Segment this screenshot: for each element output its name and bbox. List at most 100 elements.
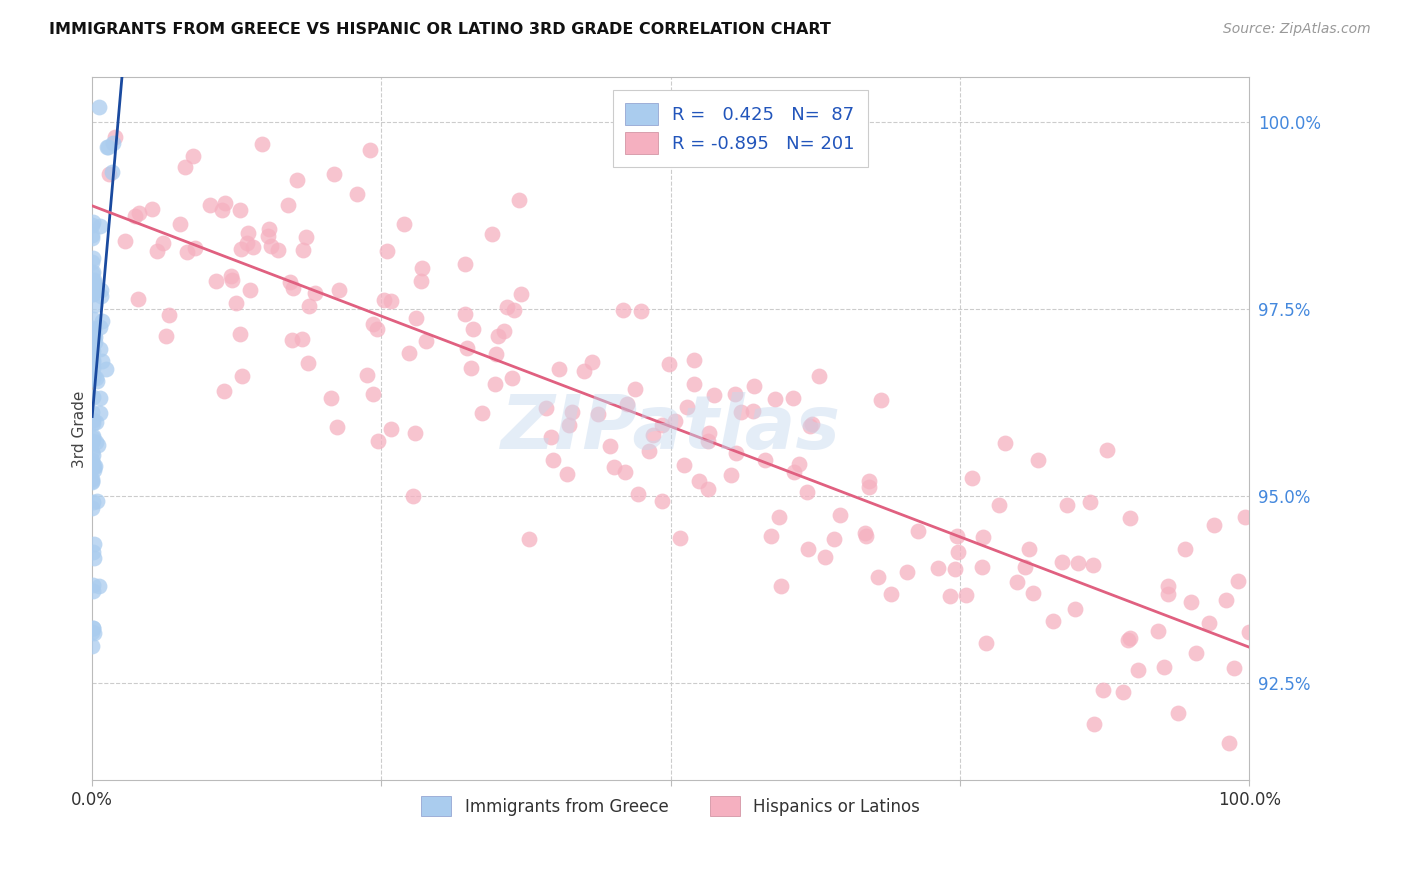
Point [236,235,259,250]
Point [939,590,962,604]
Point [855,529,877,543]
Point [82,459,104,474]
Point [946,545,969,559]
Point [1146,624,1168,638]
Point [82,218,104,232]
Point [82,390,104,404]
Point [724,387,747,401]
Point [807,368,830,383]
Point [456,342,478,356]
Point [211,202,233,217]
Point [281,281,304,295]
Point [1078,495,1101,509]
Point [82,578,104,592]
Point [82,621,104,635]
Point [82,286,104,301]
Point [252,137,274,152]
Point [90,283,112,297]
Point [82,413,104,427]
Point [741,404,763,418]
Point [614,465,637,479]
Point [405,310,427,325]
Point [974,636,997,650]
Point [82,342,104,356]
Point [181,149,204,163]
Point [668,531,690,545]
Point [623,382,645,396]
Point [294,230,316,244]
Point [763,392,786,406]
Point [83,551,105,566]
Point [1167,706,1189,721]
Point [955,588,977,602]
Point [82,340,104,354]
Point [82,429,104,443]
Point [484,377,506,392]
Point [319,391,342,405]
Point [82,228,104,243]
Point [83,279,105,293]
Point [534,401,557,416]
Point [304,286,326,301]
Point [82,312,104,326]
Point [770,579,793,593]
Point [1007,574,1029,589]
Point [82,343,104,358]
Point [96,139,118,153]
Point [970,560,993,574]
Point [114,234,136,248]
Point [82,286,104,301]
Point [174,160,197,174]
Point [346,187,368,202]
Point [651,493,673,508]
Point [1064,602,1087,616]
Point [83,328,105,343]
Point [796,485,818,500]
Point [101,164,124,178]
Point [82,544,104,558]
Point [494,324,516,338]
Point [97,140,120,154]
Point [730,405,752,419]
Point [82,231,104,245]
Point [104,130,127,145]
Point [82,326,104,340]
Point [1222,661,1244,675]
Point [960,470,983,484]
Point [664,415,686,429]
Point [409,274,432,288]
Point [761,529,783,543]
Point [471,406,494,420]
Point [866,570,889,584]
Point [799,419,821,434]
Point [83,463,105,477]
Point [157,308,180,322]
Point [558,417,581,432]
Point [361,387,384,401]
Point [84,435,107,450]
Point [94,362,117,376]
Point [602,459,624,474]
Point [392,217,415,231]
Point [176,244,198,259]
Point [1095,442,1118,457]
Point [361,318,384,332]
Point [946,529,969,543]
Point [1198,616,1220,631]
Point [1128,664,1150,678]
Point [1026,452,1049,467]
Text: IMMIGRANTS FROM GREECE VS HISPANIC OR LATINO 3RD GRADE CORRELATION CHART: IMMIGRANTS FROM GREECE VS HISPANIC OR LA… [49,22,831,37]
Point [366,322,388,336]
Point [880,586,903,600]
Point [630,303,652,318]
Point [1022,586,1045,600]
Point [257,229,280,244]
Point [1156,586,1178,600]
Point [83,283,105,297]
Point [84,416,107,430]
Point [89,406,111,420]
Point [326,419,349,434]
Point [1067,556,1090,570]
Point [84,459,107,474]
Point [82,370,104,384]
